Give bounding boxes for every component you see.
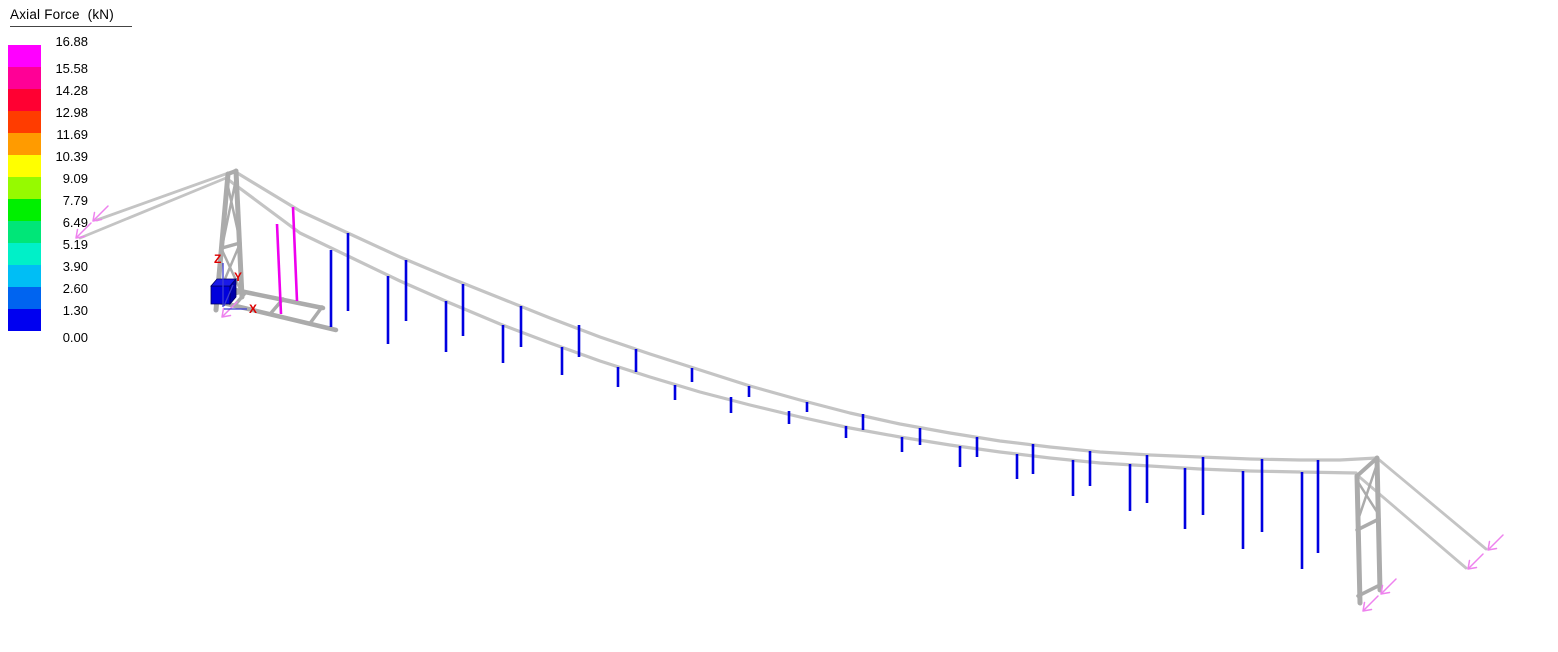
legend-value-label: 0.00 bbox=[62, 330, 88, 345]
legend-color-swatch bbox=[8, 45, 41, 67]
legend-color-swatch bbox=[8, 287, 41, 309]
legend-value-label: 12.98 bbox=[55, 105, 88, 120]
frame-member[interactable] bbox=[1374, 455, 1383, 593]
frame-member[interactable] bbox=[220, 241, 242, 250]
support-layer bbox=[75, 205, 1504, 612]
support-arrow bbox=[1380, 578, 1397, 595]
axis-label-z: Z bbox=[214, 252, 221, 266]
legend-value-label: 6.49 bbox=[62, 215, 88, 230]
frame-layer bbox=[213, 168, 1383, 606]
legend-value-label: 9.09 bbox=[62, 171, 88, 186]
frame-member[interactable] bbox=[216, 299, 339, 333]
legend-color-swatch bbox=[8, 67, 41, 89]
legend-color-swatch bbox=[8, 199, 41, 221]
legend-value-label: 15.58 bbox=[55, 61, 88, 76]
legend-value-label: 14.28 bbox=[55, 83, 88, 98]
lumped-mass-layer bbox=[210, 277, 237, 306]
legend-color-swatch bbox=[8, 177, 41, 199]
left-backstay-lower[interactable] bbox=[78, 176, 228, 240]
front-main-cable[interactable] bbox=[224, 176, 1358, 475]
left-backstay-upper[interactable] bbox=[95, 169, 236, 222]
legend-color-swatch bbox=[8, 265, 41, 287]
legend-title: Axial Force (kN) bbox=[10, 7, 132, 27]
legend-value-label: 10.39 bbox=[55, 149, 88, 164]
legend-color-swatch bbox=[8, 155, 41, 177]
legend-value-label: 11.69 bbox=[56, 127, 88, 142]
legend-value-label: 3.90 bbox=[62, 259, 88, 274]
hanger-high-force[interactable] bbox=[275, 223, 283, 315]
legend-color-swatch bbox=[8, 89, 41, 111]
frame-member[interactable] bbox=[225, 180, 242, 243]
frame-member[interactable] bbox=[309, 305, 324, 324]
legend-color-swatch bbox=[8, 111, 41, 133]
cable-layer bbox=[78, 169, 1488, 570]
legend-color-swatch bbox=[8, 309, 41, 331]
support-arrow bbox=[1467, 553, 1484, 570]
back-main-cable[interactable] bbox=[232, 169, 1379, 462]
frame-member[interactable] bbox=[1355, 517, 1381, 532]
legend-value-label: 5.19 bbox=[62, 237, 88, 252]
legend-color-swatch bbox=[8, 221, 41, 243]
axis-label-y: Y bbox=[234, 270, 242, 284]
hanger-layer bbox=[275, 206, 1320, 569]
axis-label-x: X bbox=[249, 302, 257, 316]
frame-member[interactable] bbox=[220, 177, 238, 249]
frame-member[interactable] bbox=[1355, 456, 1379, 478]
frame-member[interactable] bbox=[1356, 480, 1381, 517]
legend-color-swatch bbox=[8, 243, 41, 265]
legend-value-label: 2.60 bbox=[62, 281, 88, 296]
right-backstay-lower[interactable] bbox=[1354, 472, 1468, 570]
support-arrow bbox=[1362, 595, 1379, 612]
lumped-mass-cube[interactable] bbox=[210, 285, 231, 305]
support-arrow bbox=[92, 205, 109, 222]
legend-panel: Axial Force (kN) 16.88 15.58 14.28 12.98 11.… bbox=[0, 0, 150, 360]
legend-color-swatch bbox=[8, 133, 41, 155]
frame-member[interactable] bbox=[1356, 462, 1379, 522]
hanger-high-force[interactable] bbox=[291, 206, 299, 302]
frame-member[interactable] bbox=[232, 287, 326, 311]
legend-value-label: 7.79 bbox=[62, 193, 88, 208]
frame-member[interactable] bbox=[220, 248, 242, 291]
legend-value-label: 16.88 bbox=[55, 34, 88, 49]
right-backstay-upper[interactable] bbox=[1375, 456, 1488, 551]
frame-member[interactable] bbox=[1356, 583, 1382, 598]
coordinate-triad: ZY X bbox=[214, 252, 257, 316]
lumped-mass-cube[interactable] bbox=[229, 277, 237, 306]
frame-member[interactable] bbox=[226, 169, 238, 176]
frame-member[interactable] bbox=[1354, 473, 1363, 606]
support-arrow bbox=[1487, 534, 1504, 551]
support-arrow bbox=[75, 222, 92, 239]
axis-line bbox=[223, 284, 234, 307]
legend-value-label: 1.30 bbox=[62, 303, 88, 318]
